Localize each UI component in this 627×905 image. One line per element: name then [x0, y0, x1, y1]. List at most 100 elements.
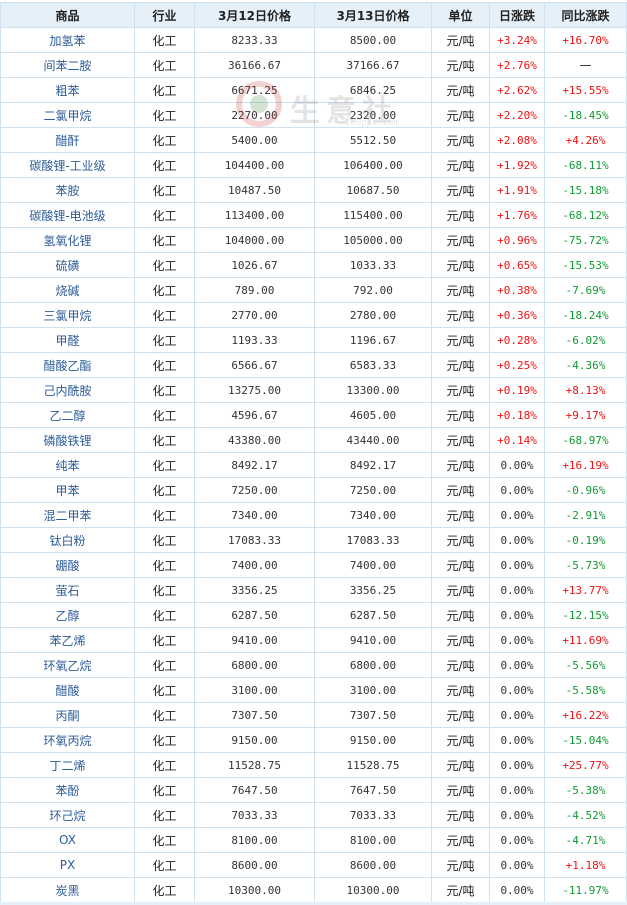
industry-cell: 化工	[134, 377, 195, 403]
daily-change-cell: 0.00%	[489, 802, 545, 828]
product-name-cell[interactable]: 粗苯	[0, 77, 135, 103]
unit-cell: 元/吨	[431, 802, 490, 828]
table-row: 环氧丙烷 化工 9150.00 9150.00 元/吨 0.00% -15.04%	[0, 727, 627, 753]
daily-change-cell: +0.96%	[489, 227, 545, 253]
product-name-cell[interactable]: 醋酸	[0, 677, 135, 703]
product-name-cell[interactable]: 碳酸锂-电池级	[0, 202, 135, 228]
product-name-cell[interactable]: 硼酸	[0, 552, 135, 578]
table-bottom-edge	[0, 902, 627, 905]
daily-change-cell: 0.00%	[489, 652, 545, 678]
product-name-cell[interactable]: 纯苯	[0, 452, 135, 478]
table-row: 加氢苯 化工 8233.33 8500.00 元/吨 +3.24% +16.70%	[0, 27, 627, 53]
product-name-cell[interactable]: 环氧乙烷	[0, 652, 135, 678]
daily-change-cell: +2.08%	[489, 127, 545, 153]
product-name-cell[interactable]: 己内酰胺	[0, 377, 135, 403]
price-mar13-cell: 13300.00	[314, 377, 432, 403]
product-name-cell[interactable]: 苯酚	[0, 777, 135, 803]
product-name-cell[interactable]: 丙酮	[0, 702, 135, 728]
product-name-cell[interactable]: 苯胺	[0, 177, 135, 203]
daily-change-cell: +2.76%	[489, 52, 545, 78]
product-name-cell[interactable]: 醋酐	[0, 127, 135, 153]
price-mar13-cell: 6800.00	[314, 652, 432, 678]
product-name-cell[interactable]: 醋酸乙酯	[0, 352, 135, 378]
industry-cell: 化工	[134, 852, 195, 878]
industry-cell: 化工	[134, 202, 195, 228]
price-mar13-cell: 10300.00	[314, 877, 432, 903]
yoy-change-cell: -18.45%	[544, 102, 627, 128]
unit-cell: 元/吨	[431, 652, 490, 678]
product-name-cell[interactable]: OX	[0, 827, 135, 853]
daily-change-cell: 0.00%	[489, 702, 545, 728]
price-mar12-cell: 6287.50	[194, 602, 315, 628]
industry-cell: 化工	[134, 502, 195, 528]
product-name-cell[interactable]: 碳酸锂-工业级	[0, 152, 135, 178]
unit-cell: 元/吨	[431, 502, 490, 528]
product-name-cell[interactable]: 丁二烯	[0, 752, 135, 778]
product-name-cell[interactable]: 烧碱	[0, 277, 135, 303]
product-name-cell[interactable]: 磷酸铁锂	[0, 427, 135, 453]
unit-cell: 元/吨	[431, 152, 490, 178]
product-name-cell[interactable]: 硫磺	[0, 252, 135, 278]
industry-cell: 化工	[134, 327, 195, 353]
product-name-cell[interactable]: 三氯甲烷	[0, 302, 135, 328]
price-mar12-cell: 104400.00	[194, 152, 315, 178]
header-yoy-change[interactable]: 同比涨跌	[544, 2, 627, 28]
unit-cell: 元/吨	[431, 527, 490, 553]
yoy-change-cell: +16.19%	[544, 452, 627, 478]
header-price-mar12[interactable]: 3月12日价格	[194, 2, 315, 28]
industry-cell: 化工	[134, 877, 195, 903]
header-price-mar13[interactable]: 3月13日价格	[314, 2, 432, 28]
product-name-cell[interactable]: 钛白粉	[0, 527, 135, 553]
table-row: 甲苯 化工 7250.00 7250.00 元/吨 0.00% -0.96%	[0, 477, 627, 503]
price-mar13-cell: 9410.00	[314, 627, 432, 653]
yoy-change-cell: -4.36%	[544, 352, 627, 378]
header-daily-change[interactable]: 日涨跌	[489, 2, 545, 28]
daily-change-cell: +0.18%	[489, 402, 545, 428]
unit-cell: 元/吨	[431, 127, 490, 153]
table-row: 苯胺 化工 10487.50 10687.50 元/吨 +1.91% -15.18%	[0, 177, 627, 203]
industry-cell: 化工	[134, 427, 195, 453]
yoy-change-cell: -5.58%	[544, 677, 627, 703]
yoy-change-cell: +13.77%	[544, 577, 627, 603]
header-unit[interactable]: 单位	[431, 2, 490, 28]
daily-change-cell: 0.00%	[489, 552, 545, 578]
product-name-cell[interactable]: 混二甲苯	[0, 502, 135, 528]
table-row: 碳酸锂-工业级 化工 104400.00 106400.00 元/吨 +1.92% -68.…	[0, 152, 627, 178]
product-name-cell[interactable]: 环氧丙烷	[0, 727, 135, 753]
price-mar12-cell: 7340.00	[194, 502, 315, 528]
table-row: 萤石 化工 3356.25 3356.25 元/吨 0.00% +13.77%	[0, 577, 627, 603]
product-name-cell[interactable]: 炭黑	[0, 877, 135, 903]
product-name-cell[interactable]: 环己烷	[0, 802, 135, 828]
product-name-cell[interactable]: PX	[0, 852, 135, 878]
daily-change-cell: +1.76%	[489, 202, 545, 228]
product-name-cell[interactable]: 乙醇	[0, 602, 135, 628]
product-name-cell[interactable]: 氢氧化锂	[0, 227, 135, 253]
price-mar12-cell: 8492.17	[194, 452, 315, 478]
yoy-change-cell: —	[544, 52, 627, 78]
unit-cell: 元/吨	[431, 752, 490, 778]
industry-cell: 化工	[134, 477, 195, 503]
table-row: 磷酸铁锂 化工 43380.00 43440.00 元/吨 +0.14% -68.97%	[0, 427, 627, 453]
table-row: 醋酐 化工 5400.00 5512.50 元/吨 +2.08% +4.26%	[0, 127, 627, 153]
product-name-cell[interactable]: 甲醛	[0, 327, 135, 353]
product-name-cell[interactable]: 乙二醇	[0, 402, 135, 428]
product-name-cell[interactable]: 甲苯	[0, 477, 135, 503]
product-name-cell[interactable]: 二氯甲烷	[0, 102, 135, 128]
table-row: 环己烷 化工 7033.33 7033.33 元/吨 0.00% -4.52%	[0, 802, 627, 828]
product-name-cell[interactable]: 加氢苯	[0, 27, 135, 53]
price-mar12-cell: 8600.00	[194, 852, 315, 878]
product-name-cell[interactable]: 苯乙烯	[0, 627, 135, 653]
table-row: 氢氧化锂 化工 104000.00 105000.00 元/吨 +0.96% -75.72%	[0, 227, 627, 253]
daily-change-cell: +0.14%	[489, 427, 545, 453]
daily-change-cell: +1.91%	[489, 177, 545, 203]
product-name-cell[interactable]: 间苯二胺	[0, 52, 135, 78]
price-mar13-cell: 105000.00	[314, 227, 432, 253]
header-product[interactable]: 商品	[0, 2, 135, 28]
yoy-change-cell: +9.17%	[544, 402, 627, 428]
product-name-cell[interactable]: 萤石	[0, 577, 135, 603]
industry-cell: 化工	[134, 452, 195, 478]
industry-cell: 化工	[134, 27, 195, 53]
header-industry[interactable]: 行业	[134, 2, 195, 28]
daily-change-cell: +0.38%	[489, 277, 545, 303]
industry-cell: 化工	[134, 727, 195, 753]
